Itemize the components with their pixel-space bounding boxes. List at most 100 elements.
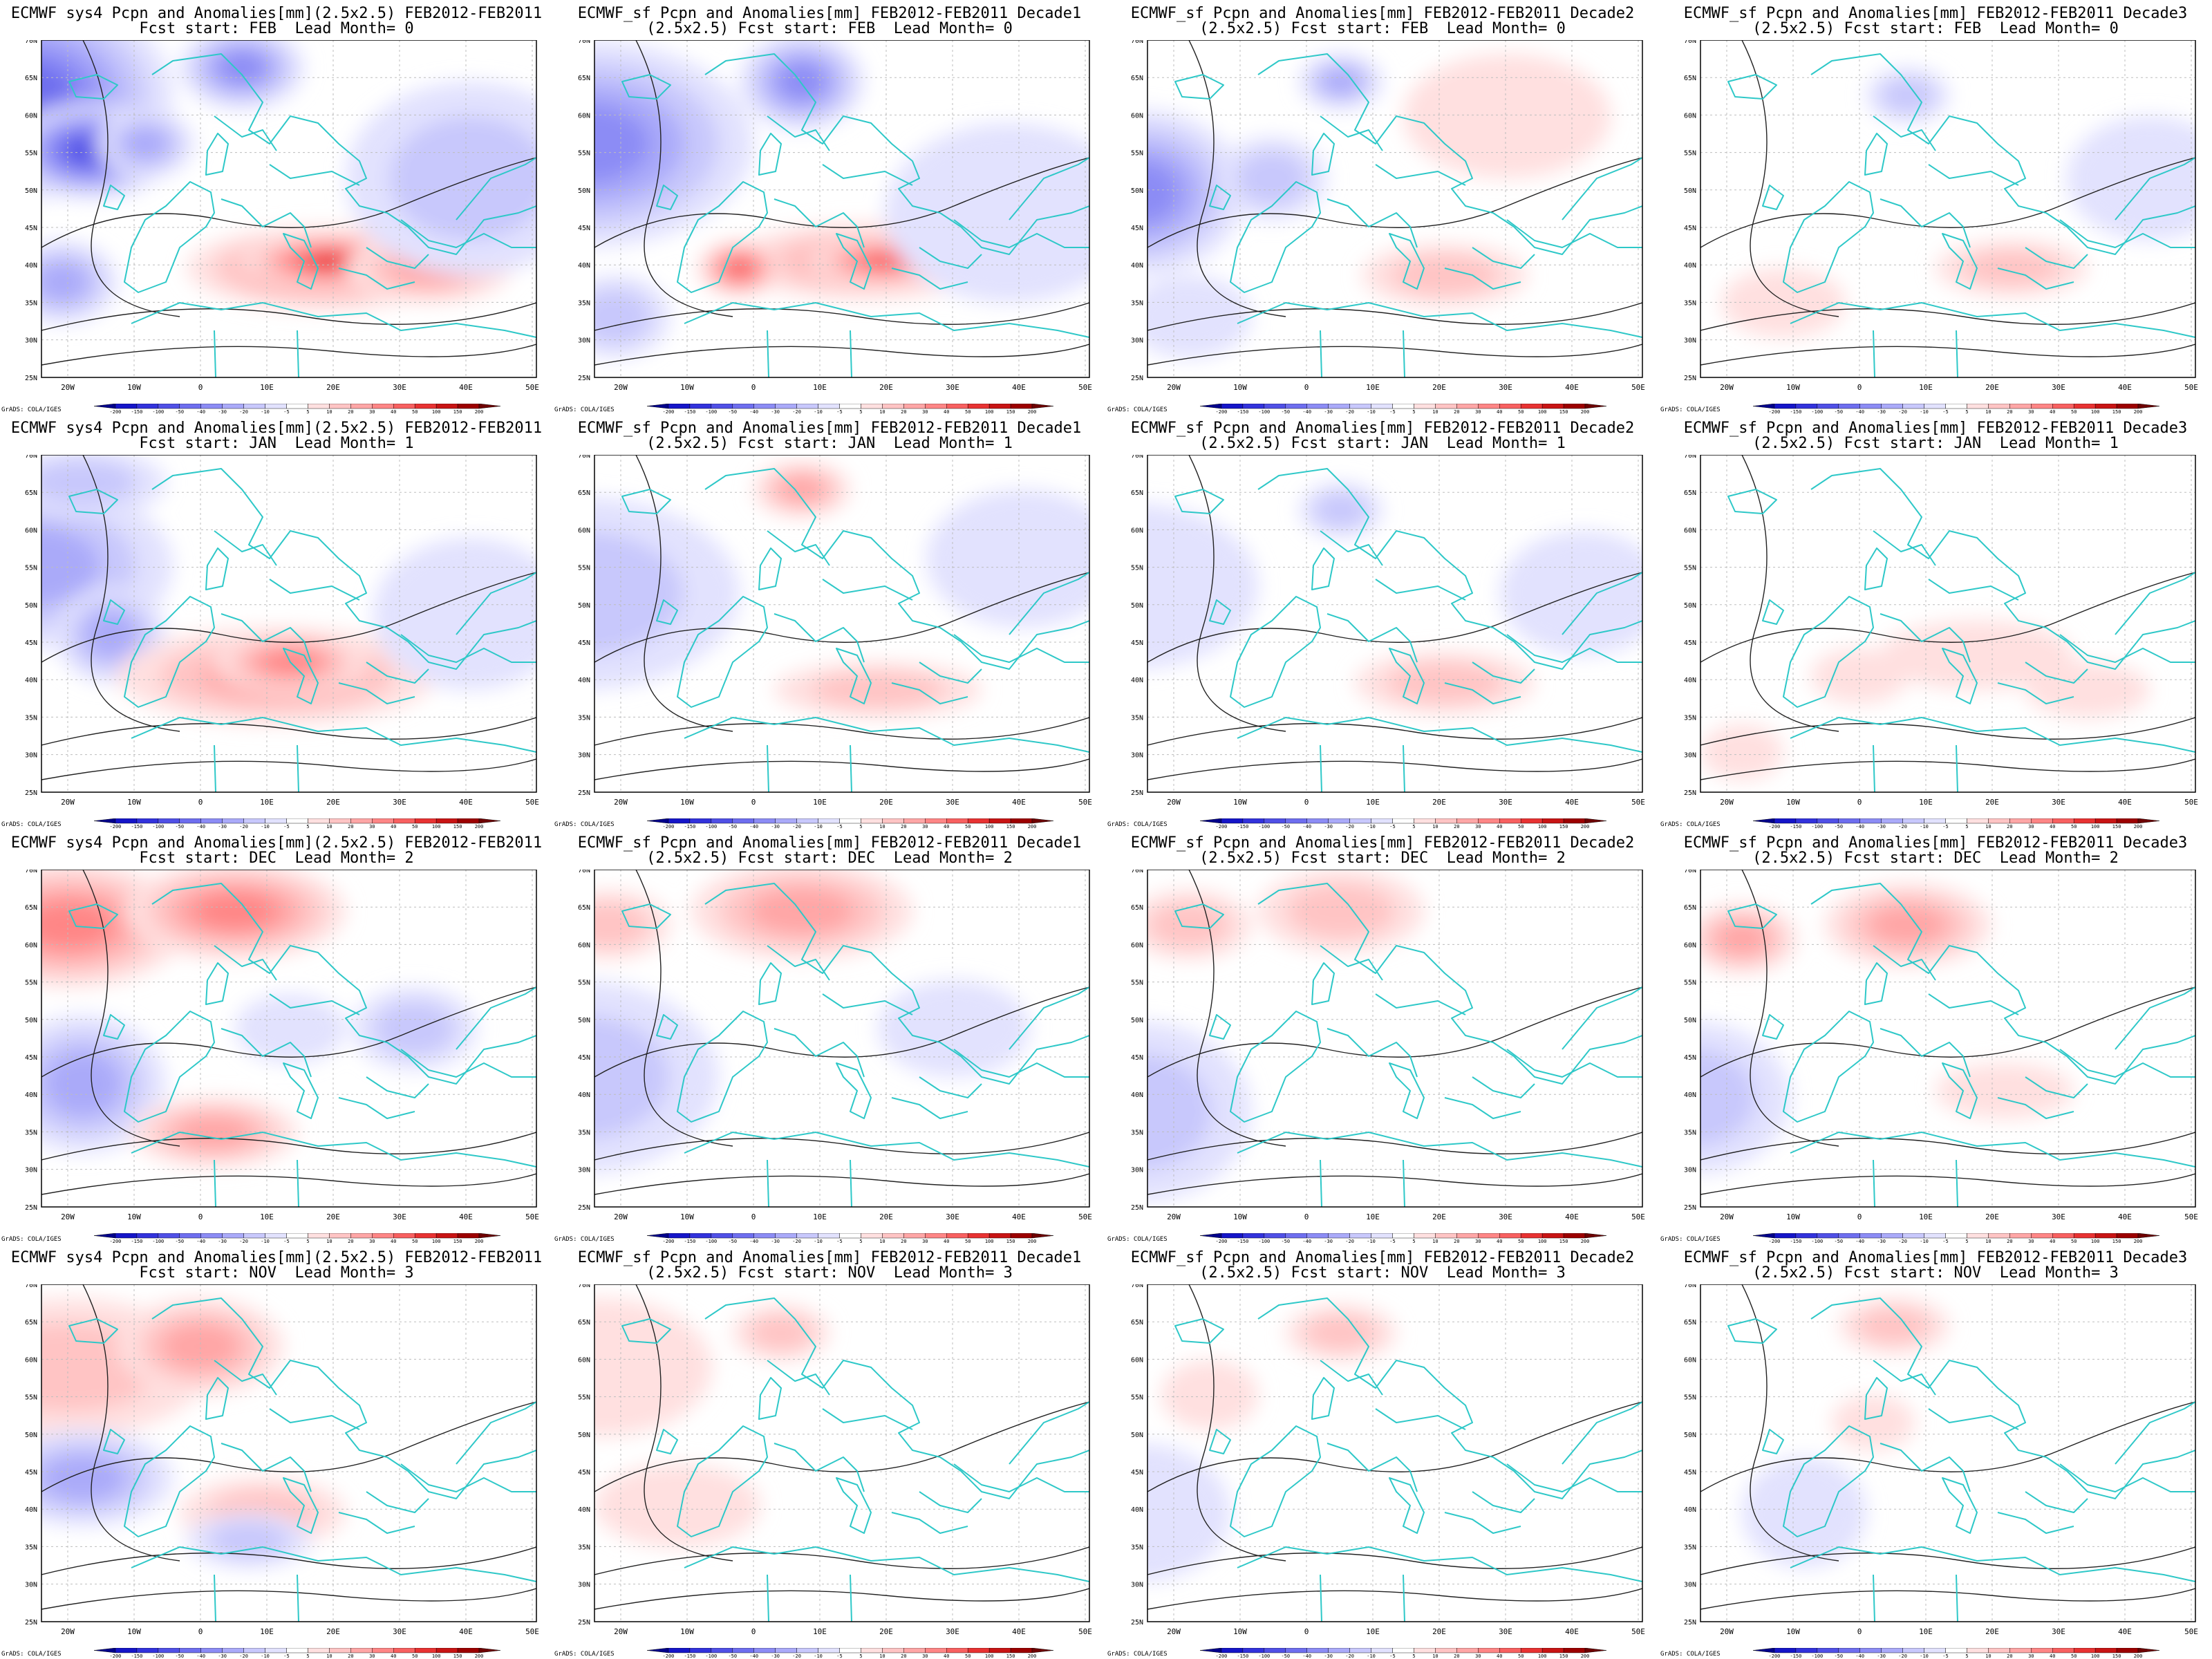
lon-label: 30E [1499,383,1512,392]
colorbar-swatch [179,818,201,824]
precip-anomaly-map: 70N 65N 60N 55N 50N 45N 40N 35N 30N 25N 20W 10W 0 10E… [25,1284,539,1636]
contour-line [41,1132,536,1161]
colorbar-swatch [753,404,776,409]
coastline [1762,185,1784,210]
coastline [2059,634,2195,663]
coastline [758,547,782,590]
coastline [2059,1049,2195,1078]
coastline [1762,1014,1784,1040]
colorbar-label: -20 [1345,1239,1354,1243]
lon-label: 40E [2118,383,2132,392]
colorbar-label: 10 [879,1239,885,1243]
colorbar-swatch [372,818,394,824]
coastline [621,74,671,100]
colorbar-label: -150 [1237,1653,1248,1658]
coastline [131,302,536,338]
colorbar-swatch [2073,1648,2096,1653]
colorbar-label: 200 [2134,409,2143,413]
colorbar-swatch [1752,404,1775,409]
colorbar-label: 150 [453,409,462,413]
colorbar-label: -30 [1324,409,1333,413]
coastline [1209,599,1231,625]
contour-line [1741,870,1839,1147]
coastline [68,74,118,100]
coastline [400,219,536,248]
colorbar-label: -30 [218,409,227,413]
coastline [1320,1574,1322,1622]
colorbar-label: -200 [110,1653,122,1658]
coastline [1320,744,1322,792]
lon-label: 0 [1857,1627,1862,1636]
colorbar-swatch [1414,1648,1436,1653]
colorbar: -200 -150 -100 -50 -40 -30 -20 -10 -5 5 10 20 30 40 50… [1752,1648,2160,1658]
colorbar-swatch [861,404,883,409]
colorbar-label: -50 [1281,1653,1290,1658]
coastline [767,1574,769,1622]
map-panel: ECMWF sys4 Pcpn and Anomalies[mm](2.5x2.… [0,0,553,415]
colorbar-swatch [711,1648,733,1653]
colorbar-label: 50 [965,409,971,413]
colorbar-swatch [903,1233,926,1239]
colorbar-swatch [839,1648,861,1653]
coastline [456,986,536,1050]
lon-label: 50E [2184,383,2198,392]
colorbar-label: -5 [1389,1239,1395,1243]
colorbar-swatch [478,404,501,409]
coastline [767,1360,830,1396]
coastline [221,1028,312,1078]
lat-label: 55N [1684,980,1696,987]
coastline [850,1574,852,1622]
lon-label: 40E [1012,1212,1026,1221]
colorbar-label: -30 [1877,409,1886,413]
coastline [1472,662,1535,684]
colorbar-label: 40 [2050,1653,2055,1658]
colorbar-label: 5 [1412,1239,1415,1243]
colorbar-swatch [1859,404,1882,409]
colorbar-label: -50 [1281,409,1290,413]
lon-label: 20W [1720,1212,1734,1221]
panel-title: ECMWF_sf Pcpn and Anomalies[mm] FEB2012-… [577,420,1082,437]
colorbar-swatch [2137,1233,2160,1239]
lon-label: 20W [1167,1627,1181,1636]
lon-label: 20E [879,383,893,392]
colorbar-label: -200 [1769,1653,1781,1658]
colorbar-swatch [1499,1233,1521,1239]
colorbar-swatch [689,1648,712,1653]
colorbar-label: 200 [1581,1239,1590,1243]
colorbar-swatch [711,1233,733,1239]
positive-anomaly-area [861,254,909,269]
colorbar-label: -100 [152,1653,164,1658]
lat-label: 50N [1684,1017,1696,1024]
colorbar-label: 100 [2091,824,2100,828]
positive-anomaly-area [161,1323,240,1370]
coastline [338,268,415,290]
negative-anomaly-area [44,1051,122,1117]
colorbar-label: -5 [283,409,289,413]
lat-label: 45N [578,1054,590,1062]
coastline [822,164,913,186]
colorbar-label: 50 [2071,409,2077,413]
coastline [1942,648,1978,704]
lat-label: 40N [25,1091,37,1099]
lat-label: 40N [25,1506,37,1514]
lat-label: 45N [25,1054,37,1062]
map-frame [594,1284,1090,1622]
lon-label: 20E [879,1627,893,1636]
lat-label: 25N [1684,1619,1696,1627]
colorbar-label: -5 [1942,824,1948,828]
panel-title: ECMWF_sf Pcpn and Anomalies[mm] FEB2012-… [1683,834,2188,852]
colorbar-label: -10 [261,824,270,828]
colorbar: -200 -150 -100 -50 -40 -30 -20 -10 -5 5 10 20 30 40 50… [646,1233,1054,1243]
lon-label: 40E [459,798,473,807]
colorbar-label: -50 [728,409,737,413]
coastline [1562,1401,1642,1465]
colorbar-swatch [1945,1648,1967,1653]
lat-label: 55N [1131,565,1143,572]
colorbar-label: -10 [1367,824,1376,828]
map-frame [1147,40,1643,378]
colorbar-swatch [1967,1233,1989,1239]
contour-line [1147,1588,1642,1610]
coastlines [621,883,1089,1207]
colorbar-label: 10 [1432,1653,1438,1658]
coastline [103,185,125,210]
